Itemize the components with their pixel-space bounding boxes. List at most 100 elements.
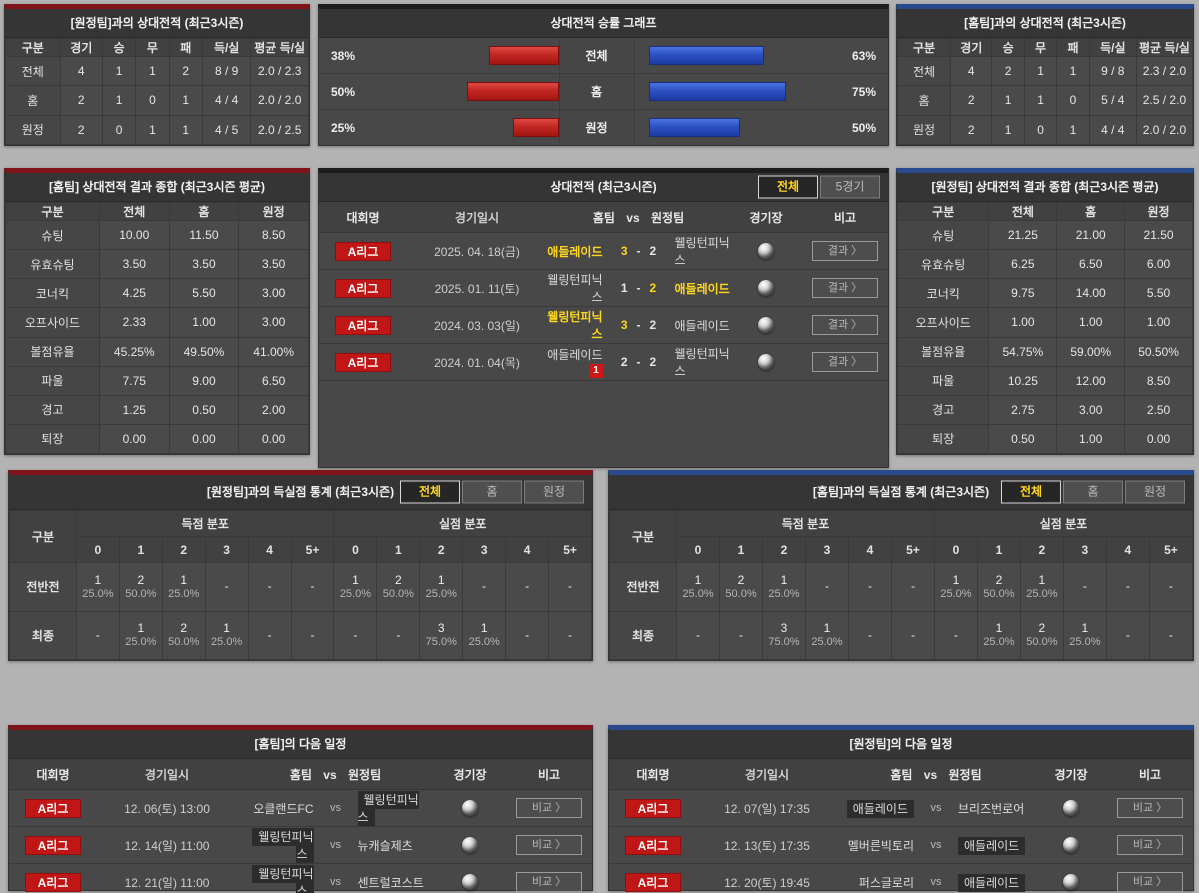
score-separator: -: [636, 355, 641, 369]
goal-stats-tabs: 전체 홈 원정: [400, 480, 584, 504]
match-date: 12. 13(토) 17:35: [724, 838, 810, 853]
compare-button[interactable]: 비교 〉: [1117, 798, 1183, 818]
chart-category-label: 홈: [558, 74, 635, 109]
away-team-focus: 웰링턴피닉스: [357, 791, 419, 826]
col-header-league: 대회명: [636, 767, 670, 782]
stadium-globe-icon[interactable]: [758, 243, 774, 259]
result-button[interactable]: 결과 〉: [812, 241, 878, 261]
compare-button[interactable]: 비교 〉: [516, 798, 582, 818]
score-separator: -: [636, 281, 641, 295]
match-list-header: 대회명 경기일시 홈팀 vs 원정팀 경기장 비고: [319, 202, 888, 233]
vs-label: vs: [330, 802, 341, 814]
league-badge: A리그: [25, 872, 81, 892]
home-winrate-bar: [466, 82, 559, 101]
tab-last5[interactable]: 5경기: [820, 175, 880, 199]
home-winrate-bar: [512, 118, 559, 137]
stadium-globe-icon[interactable]: [1063, 837, 1079, 853]
league-badge: A리그: [335, 241, 391, 261]
tab-home[interactable]: 홈: [462, 480, 522, 504]
table-row: 파울 7.75 9.00 6.50: [5, 365, 309, 396]
stadium-globe-icon[interactable]: [462, 874, 478, 890]
compare-button[interactable]: 비교 〉: [1117, 872, 1183, 892]
match-date: 2025. 01. 11(토): [434, 281, 520, 296]
panel-home-schedule: [홈팀]의 다음 일정 대회명 경기일시 홈팀 vs 원정팀 경기장 비고 A리…: [8, 725, 593, 893]
table-row: 퇴장 0.00 0.00 0.00: [5, 423, 309, 455]
panel-title: [홈팀]과의 득실점 통계 (최근3시즌): [812, 485, 990, 499]
panel-away-h2h-record: [원정팀]과의 상대전적 (최근3시즌) 구분 경기 승 무 패 득/실 평균 …: [4, 4, 310, 146]
match-date: 2025. 04. 18(금): [434, 244, 520, 259]
group-header-conceded: 실점 분포: [333, 510, 592, 537]
away-team: 웰링턴피닉스: [674, 347, 730, 378]
col-header-stadium: 경기장: [453, 767, 487, 782]
tab-away[interactable]: 원정: [524, 480, 584, 504]
home-winrate-value: 50%: [331, 84, 356, 99]
result-button[interactable]: 결과 〉: [812, 352, 878, 372]
col-header: 경기: [950, 38, 993, 57]
stadium-globe-icon[interactable]: [758, 354, 774, 370]
match-row: A리그 2025. 04. 18(금) 애들레이드 3-2 웰링턴피닉스 결과 …: [319, 233, 888, 270]
col-header-teams: 홈팀 vs 원정팀: [289, 767, 382, 782]
score-home: 3: [620, 244, 628, 258]
match-date: 2024. 01. 04(목): [434, 355, 520, 370]
compare-button[interactable]: 비교 〉: [1117, 835, 1183, 855]
stadium-globe-icon[interactable]: [758, 280, 774, 296]
col-header-note: 비고: [1138, 767, 1162, 782]
vs-label: vs: [930, 839, 942, 851]
result-button[interactable]: 결과 〉: [812, 278, 878, 298]
stadium-globe-icon[interactable]: [462, 800, 478, 816]
schedule-row: A리그 12. 21(일) 11:00 웰링턴피닉스 vs 센트럴코스트 비교 …: [9, 864, 592, 893]
col-header: 홈: [1056, 202, 1126, 221]
table-row: 유효슈팅 3.50 3.50 3.50: [5, 249, 309, 280]
tab-all[interactable]: 전체: [758, 175, 818, 199]
compare-button[interactable]: 비교 〉: [516, 872, 582, 892]
col-header-note: 비고: [537, 767, 561, 782]
col-header-stadium: 경기장: [749, 210, 783, 225]
compare-button[interactable]: 비교 〉: [516, 835, 582, 855]
col-header-league: 대회명: [346, 210, 380, 225]
chart-row: 25% 원정 50%: [319, 110, 888, 145]
league-badge: A리그: [625, 872, 681, 892]
away-team: 웰링턴피닉스: [674, 236, 730, 267]
col-header: 전체: [98, 202, 170, 221]
home-team: 퍼스글로리: [858, 875, 914, 890]
table-row: 경고 1.25 0.50 2.00: [5, 394, 309, 425]
stadium-globe-icon[interactable]: [1063, 874, 1079, 890]
col-header: 승: [991, 38, 1025, 57]
stadium-globe-icon[interactable]: [758, 317, 774, 333]
col-header: 무: [1023, 38, 1058, 57]
col-header-date: 경기일시: [144, 767, 190, 782]
result-button[interactable]: 결과 〉: [812, 315, 878, 335]
goal-stats-tabs: 전체 홈 원정: [1001, 480, 1185, 504]
away-winrate-bar: [648, 46, 765, 65]
home-team: 오클랜드FC: [253, 801, 314, 816]
col-header: 득/실: [1088, 38, 1137, 57]
chart-row: 50% 홈 75%: [319, 74, 888, 110]
tab-all[interactable]: 전체: [1001, 480, 1061, 504]
table-row: 코너킥 9.75 14.00 5.50: [896, 278, 1193, 309]
tab-home[interactable]: 홈: [1063, 480, 1123, 504]
home-team-focus: 웰링턴피닉스: [252, 865, 314, 893]
group-header-conceded: 실점 분포: [933, 510, 1194, 537]
tab-away[interactable]: 원정: [1125, 480, 1185, 504]
match-date: 12. 20(토) 19:45: [724, 875, 810, 890]
away-h2h-table: 구분 경기 승 무 패 득/실 평균 득/실 전체 4 1 1 2 8 / 9 2.0 / …: [5, 38, 309, 146]
stadium-globe-icon[interactable]: [1063, 800, 1079, 816]
col-header-teams: 홈팀 vs 원정팀: [592, 210, 685, 225]
away-winrate-value: 50%: [851, 120, 876, 135]
home-team: 멜버른빅토리: [847, 838, 914, 853]
chart-category-label: 전체: [558, 38, 635, 73]
table-row: 슈팅 21.25 21.00 21.50: [896, 219, 1193, 251]
league-badge: A리그: [625, 798, 681, 818]
tab-all[interactable]: 전체: [400, 480, 460, 504]
col-header: 구분: [896, 202, 990, 221]
panel-away-summary: [원정팀] 상대전적 결과 종합 (최근3시즌 평균) 구분 전체 홈 원정 슈…: [896, 168, 1194, 455]
stadium-globe-icon[interactable]: [462, 837, 478, 853]
league-badge: A리그: [335, 278, 391, 298]
table-row: 볼점유율 54.75% 59.00% 50.50%: [896, 336, 1193, 367]
match-date: 12. 14(일) 11:00: [124, 838, 210, 853]
col-header: 패: [168, 38, 203, 57]
away-goal-stats-table: 구분 득점 분포 실점 분포 0 1 2 3 4 5+ 0 1 2 3 4 5+ 전반전 1 25.0…: [9, 510, 592, 660]
away-team-focus: 애들레이드: [958, 836, 1026, 855]
